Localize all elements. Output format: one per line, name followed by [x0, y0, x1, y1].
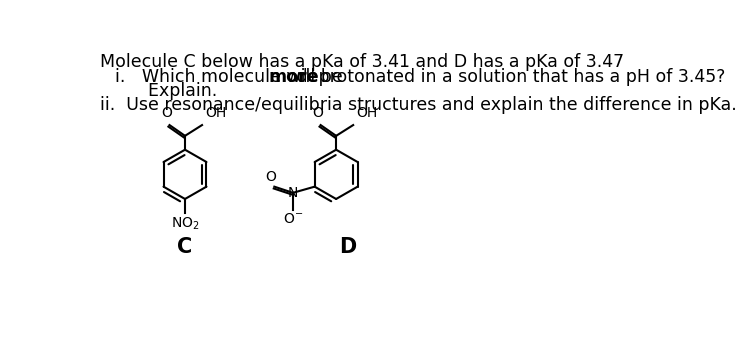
- Text: OH: OH: [356, 106, 378, 121]
- Text: more: more: [268, 68, 319, 86]
- Text: i.   Which molecule will be: i. Which molecule will be: [116, 68, 349, 86]
- Text: O: O: [312, 106, 323, 121]
- Text: O: O: [265, 169, 276, 184]
- Text: OH: OH: [205, 106, 227, 121]
- Text: D: D: [339, 237, 356, 257]
- Text: C: C: [177, 237, 193, 257]
- Text: Explain.: Explain.: [116, 82, 218, 100]
- Text: O$^{-}$: O$^{-}$: [283, 212, 303, 226]
- Text: Molecule C below has a pKa of 3.41 and D has a pKa of 3.47: Molecule C below has a pKa of 3.41 and D…: [100, 53, 624, 71]
- Text: deprotonated in a solution that has a pH of 3.45?: deprotonated in a solution that has a pH…: [291, 68, 726, 86]
- Text: N: N: [288, 186, 298, 200]
- Text: O: O: [161, 106, 171, 121]
- Text: ii.  Use resonance/equilibria structures and explain the difference in pKa.: ii. Use resonance/equilibria structures …: [100, 96, 736, 114]
- Text: NO$_2$: NO$_2$: [171, 215, 199, 232]
